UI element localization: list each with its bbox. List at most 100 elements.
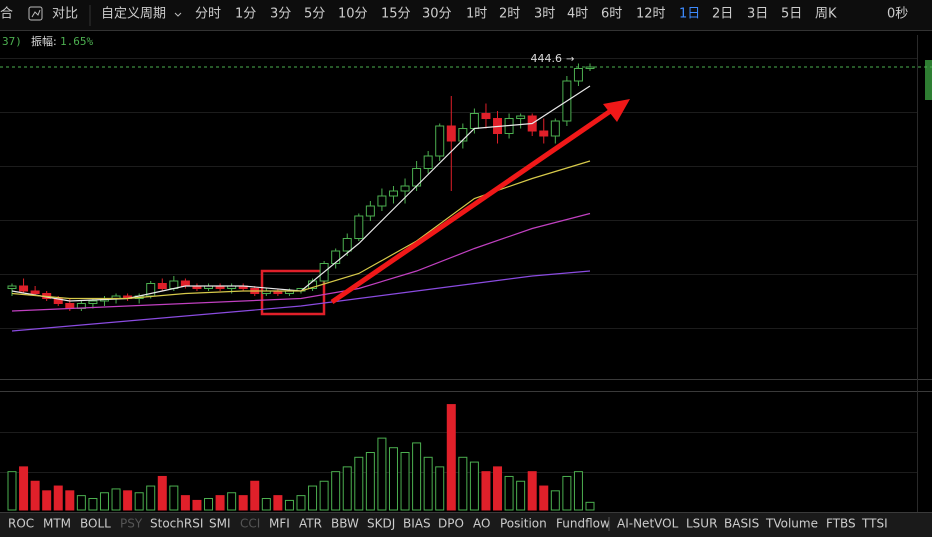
toolbar-item[interactable]: 5分 [304,7,325,22]
indicator-tab[interactable]: ROC [8,517,34,531]
toolbar-item[interactable]: 1分 [235,7,256,22]
volume-bar [296,495,306,511]
volume-bar [146,485,156,511]
volume-bar [261,498,271,511]
toolbar-item[interactable]: 分时 [195,7,221,22]
candle-body [65,303,75,309]
indicator-tab[interactable]: SMI [209,517,231,531]
volume-bar [331,471,341,511]
volume-bar [504,475,514,511]
candle-body [365,205,375,217]
indicator-tab[interactable]: PSY [120,517,143,531]
info-value: 1.65% [60,35,93,48]
compare-icon-line [31,9,41,18]
indicator-tab[interactable]: TTSI [861,517,888,531]
price-axis-marker [925,60,932,100]
indicator-tab[interactable]: BBW [331,517,359,531]
indicator-tab[interactable]: BIAS [403,517,431,531]
volume-bar [134,492,144,511]
toolbar-item[interactable]: 自定义周期 [101,7,166,22]
toolbar-item[interactable]: 10分 [338,7,368,22]
volume-bar [365,452,375,511]
volume-bar [192,499,202,511]
candle-body [423,155,433,169]
indicator-tab[interactable]: AI-NetVOL [617,517,679,531]
toolbar-item[interactable]: 周K [815,7,837,22]
indicator-tab[interactable]: MTM [43,517,71,531]
indicator-tab[interactable]: Position [500,517,547,531]
toolbar-item[interactable]: 5日 [781,7,802,22]
toolbar-item[interactable]: 2时 [499,7,520,22]
indicator-tab[interactable]: DPO [438,517,464,531]
volume-bar [458,456,468,511]
volume-bar [550,490,560,511]
indicator-tab[interactable]: LSUR [686,517,717,531]
toolbar-item[interactable]: 12时 [636,7,666,22]
candle-body [516,115,526,119]
candle-body [400,185,410,192]
candle-body [354,215,364,239]
volume-bar [562,475,572,511]
indicator-tab[interactable]: BOLL [80,517,111,531]
last-price-label: 444.6 [531,52,563,65]
toolbar-item[interactable]: 30分 [422,7,452,22]
indicator-tab[interactable]: AO [473,517,490,531]
toolbar-item[interactable]: 1日 [679,7,700,22]
toolbar-item[interactable]: 15分 [381,7,411,22]
indicator-tab[interactable]: Fundflow [556,517,610,531]
toolbar-item[interactable]: 合 [0,7,13,22]
volume-bar [527,471,537,511]
volume-bar [19,466,29,511]
grid [0,58,917,473]
volume-bar [88,498,98,511]
toolbar-item[interactable]: 3分 [270,7,291,22]
candle-body [7,285,17,289]
indicator-tab[interactable]: MFI [269,517,290,531]
candle-body [573,68,583,82]
volume-bar [388,447,398,511]
indicator-tab[interactable]: SKDJ [367,517,395,531]
volume-bar [516,480,526,511]
volume-bar [539,485,549,511]
last-price-arrow: → [566,54,574,65]
volume-bar [273,495,283,511]
volume-bar [180,495,190,511]
toolbar-item[interactable]: 6时 [601,7,622,22]
toolbar-item[interactable]: 3日 [747,7,768,22]
toolbar-item[interactable]: 4时 [567,7,588,22]
indicator-tab[interactable]: ATR [299,517,322,531]
toolbar-item[interactable]: 2日 [712,7,733,22]
candle-body [539,130,549,137]
candle-body [388,190,398,197]
indicator-tab[interactable]: StochRSI [150,517,203,531]
volume-bar [493,466,503,511]
volume-bar [111,488,121,511]
volume-bar [585,501,595,511]
toolbar-item[interactable]: 3时 [534,7,555,22]
volume-bar [123,490,133,511]
candle-body [458,128,468,142]
indicator-bar [0,513,932,537]
volume-bar [157,475,167,511]
volume-bar [423,456,433,511]
volume-bar [469,461,479,511]
volume-bar [42,490,52,511]
volume-bar [53,485,63,511]
volume-bar [308,485,318,511]
candle-body [481,113,491,119]
volume-bar [99,492,109,511]
volume-bar [377,437,387,511]
volume-bar [284,499,294,511]
info-label: 振幅: [31,34,57,48]
moving-average [11,270,591,332]
toolbar-item[interactable]: 对比 [52,7,78,22]
candle-body [19,285,29,292]
indicator-tab[interactable]: CCI [240,517,260,531]
toolbar-item[interactable]: 1时 [466,7,487,22]
indicator-tab[interactable]: TVolume [765,517,818,531]
candle-body [88,300,98,304]
indicator-tab[interactable]: BASIS [724,517,759,531]
indicator-tab[interactable]: FTBS [826,517,856,531]
